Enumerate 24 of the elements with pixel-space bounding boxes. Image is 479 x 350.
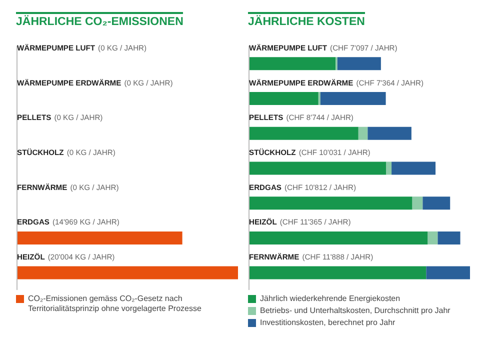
bar xyxy=(337,57,381,70)
bar xyxy=(412,196,423,210)
legend-label: CO₂-Emissionen gemäss CO₂-Gesetz nach Territorialitätsprinzip ohne vorgelagerte Prozesse xyxy=(28,294,202,314)
bar xyxy=(426,266,470,280)
bar xyxy=(249,266,426,280)
bar xyxy=(249,126,358,140)
bar xyxy=(428,231,438,244)
legend-label: Jährlich wiederkehrende Energiekosten xyxy=(260,294,400,304)
bar xyxy=(422,196,450,210)
bar xyxy=(249,57,336,70)
bar xyxy=(249,231,428,244)
bar xyxy=(249,162,386,175)
chart-title: JÄHRLICHE KOSTEN xyxy=(248,12,365,28)
bar xyxy=(320,92,386,106)
bar xyxy=(249,92,318,106)
bar xyxy=(368,126,412,140)
bar xyxy=(249,196,412,210)
bar xyxy=(386,162,392,175)
bar xyxy=(358,126,368,140)
legend-label: Investitionskosten, berechnet pro Jahr xyxy=(260,318,396,328)
chart-title: JÄHRLICHE CO₂-EMISSIONEN xyxy=(16,12,184,28)
legend-label: Betriebs- und Unterhaltskosten, Durchschnitt pro Jahr xyxy=(260,306,450,316)
bar xyxy=(438,231,460,244)
bar xyxy=(392,162,436,175)
